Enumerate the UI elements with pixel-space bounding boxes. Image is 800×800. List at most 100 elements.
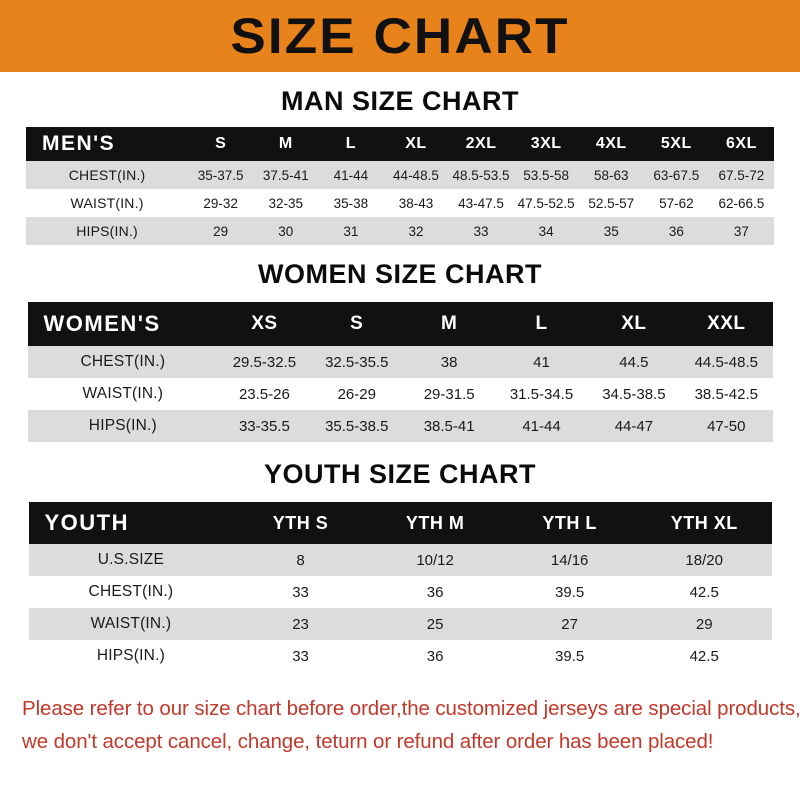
women-size-table: WOMEN'S XS S M L XL XXL CHEST(IN.) 29.5-32.5 32.5… [27, 302, 773, 442]
disclaimer-line-1: Please refer to our size chart before or… [22, 697, 800, 720]
men-cell-value: 37.5-41 [262, 167, 309, 183]
men-cell-value: 35-37.5 [197, 167, 244, 183]
women-cell-value: 38 [440, 353, 458, 371]
table-row: CHEST(IN.) 33 36 39.5 42.5 [28, 576, 772, 608]
disclaimer-line-2: we don't accept cancel, change, teturn o… [22, 730, 714, 754]
youth-row-label: WAIST(IN.) [90, 615, 172, 632]
women-cell-value: 29-31.5 [423, 385, 475, 403]
table-row: CHEST(IN.) 35-37.5 37.5-41 41-44 44-48.5 48.5… [26, 161, 774, 189]
women-cell-value: 32.5-35.5 [325, 353, 389, 371]
women-row-label: CHEST(IN.) [80, 353, 166, 370]
table-row: CHEST(IN.) 29.5-32.5 32.5-35.5 38 41 44.5 44.5… [27, 346, 773, 378]
women-column-header-l: L [535, 313, 548, 334]
women-column-header-xl: XL [621, 313, 647, 334]
men-column-header-m: M [278, 135, 293, 152]
youth-column-header-yth-xl: YTH XL [670, 512, 738, 533]
youth-cell-value: 42.5 [689, 647, 719, 665]
youth-cell-value: 33 [292, 583, 309, 601]
youth-table-body: YOUTH YTH S YTH M YTH L YTH XL U.S.SIZE 8 10/12… [28, 502, 772, 672]
men-column-header-6xl: 6XL [726, 135, 757, 152]
section-women-size-chart: WOMEN SIZE CHART WOMEN'S XS S M L XL XXL CHEST(… [0, 245, 800, 442]
page-banner: SIZE CHART [0, 0, 800, 72]
men-column-header-2xl: 2XL [465, 135, 497, 152]
table-row: U.S.SIZE 8 10/12 14/16 18/20 [28, 544, 772, 576]
youth-row-label: HIPS(IN.) [96, 647, 165, 664]
youth-cell-value: 25 [426, 615, 444, 633]
men-cell-value: 58-63 [593, 167, 629, 183]
women-cell-value: 44-47 [614, 417, 654, 435]
women-cell-value: 34.5-38.5 [602, 385, 666, 403]
youth-column-header-yth-s: YTH S [272, 512, 329, 533]
men-cell-value: 47.5-52.5 [517, 195, 575, 211]
youth-row-label: CHEST(IN.) [88, 583, 174, 600]
men-cell-value: 33 [473, 223, 489, 239]
men-cell-value: 57-62 [659, 195, 694, 211]
women-cell-value: 41-44 [522, 417, 561, 435]
section-man-size-chart: MAN SIZE CHART MEN'S S M L XL 2XL 3XL 4XL 5XL 6XL… [0, 72, 800, 245]
men-cell-value: 48.5-53.5 [452, 167, 510, 183]
youth-cell-value: 42.5 [689, 583, 719, 601]
section-title-youth: YOUTH SIZE CHART [263, 459, 536, 489]
men-cell-value: 43-47.5 [458, 195, 504, 211]
youth-cell-value: 10/12 [416, 551, 454, 569]
youth-corner-label: YOUTH [44, 510, 129, 535]
table-row: HIPS(IN.) 33-35.5 35.5-38.5 38.5-41 41-44 44-… [27, 410, 773, 442]
men-cell-value: 52.5-57 [588, 195, 635, 211]
men-row-label: WAIST(IN.) [70, 195, 144, 211]
youth-cell-value: 36 [426, 647, 444, 665]
table-row: WAIST(IN.) 23 25 27 29 [28, 608, 772, 640]
men-row-label: CHEST(IN.) [68, 167, 146, 183]
men-cell-value: 41-44 [333, 167, 369, 183]
youth-cell-value: 23 [292, 615, 309, 633]
women-cell-value: 41 [533, 353, 550, 371]
disclaimer-text: Please refer to our size chart before or… [0, 672, 800, 758]
women-column-header-xs: XS [251, 313, 278, 334]
men-cell-value: 35-38 [333, 195, 369, 211]
youth-size-table: YOUTH YTH S YTH M YTH L YTH XL U.S.SIZE 8 10/12… [28, 502, 772, 672]
women-cell-value: 31.5-34.5 [509, 385, 574, 403]
men-cell-value: 29 [213, 223, 229, 239]
men-corner-label: MEN'S [42, 132, 116, 155]
women-corner-label: WOMEN'S [43, 311, 161, 336]
youth-cell-value: 8 [296, 551, 305, 569]
women-cell-value: 29.5-32.5 [232, 353, 297, 371]
youth-column-header-yth-m: YTH M [405, 512, 465, 533]
men-cell-value: 53.5-58 [523, 167, 570, 183]
section-title-man: MAN SIZE CHART [281, 86, 519, 116]
men-row-label: HIPS(IN.) [76, 223, 138, 239]
youth-cell-value: 33 [292, 647, 309, 665]
men-cell-value: 35 [603, 223, 619, 239]
table-row: HIPS(IN.) 33 36 39.5 42.5 [28, 640, 772, 672]
table-row: WAIST(IN.) 29-32 32-35 35-38 38-43 43-47.5 47.… [26, 189, 774, 217]
men-cell-value: 67.5-72 [718, 167, 765, 183]
youth-cell-value: 14/16 [550, 551, 589, 569]
women-column-header-m: M [440, 313, 458, 334]
men-cell-value: 37 [733, 223, 749, 239]
women-cell-value: 33-35.5 [238, 417, 290, 435]
women-cell-value: 44.5 [619, 353, 649, 371]
women-row-label: WAIST(IN.) [82, 385, 164, 402]
men-cell-value: 31 [343, 223, 359, 239]
youth-cell-value: 39.5 [555, 583, 585, 601]
youth-cell-value: 36 [426, 583, 444, 601]
youth-column-header-yth-l: YTH L [542, 512, 597, 533]
men-cell-value: 32-35 [268, 195, 304, 211]
women-column-header-xxl: XXL [707, 313, 746, 334]
men-cell-value: 29-32 [203, 195, 238, 211]
women-cell-value: 26-29 [337, 385, 376, 403]
men-cell-value: 44-48.5 [393, 167, 439, 183]
men-column-header-3xl: 3XL [530, 135, 562, 152]
men-column-header-l: L [345, 135, 356, 152]
men-table-body: MEN'S S M L XL 2XL 3XL 4XL 5XL 6XL CHEST(IN.) 35-37… [26, 127, 774, 245]
men-cell-value: 36 [668, 223, 684, 239]
men-cell-value: 34 [538, 223, 554, 239]
table-row: WAIST(IN.) 23.5-26 26-29 29-31.5 31.5-34.5 34… [27, 378, 773, 410]
women-column-header-s: S [350, 313, 364, 334]
section-title-women: WOMEN SIZE CHART [258, 259, 542, 289]
section-youth-size-chart: YOUTH SIZE CHART YOUTH YTH S YTH M YTH L YTH… [0, 442, 800, 672]
women-cell-value: 38.5-42.5 [694, 385, 758, 403]
page-title: SIZE CHART [230, 8, 570, 64]
men-cell-value: 32 [408, 223, 424, 239]
men-column-header-4xl: 4XL [595, 135, 627, 152]
women-row-label: HIPS(IN.) [88, 417, 157, 434]
